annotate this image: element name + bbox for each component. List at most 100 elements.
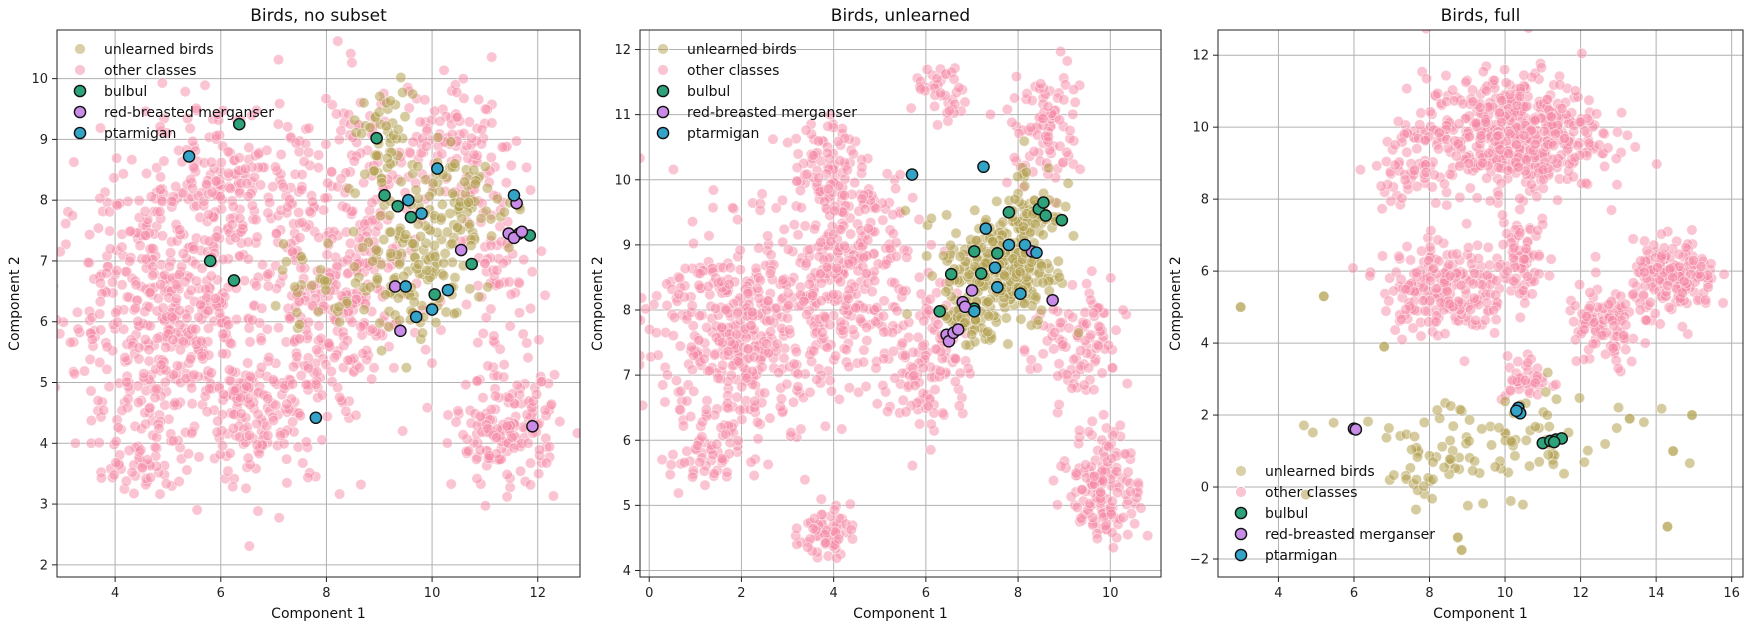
point-bulbul [991, 247, 1004, 260]
point-other-classes [1057, 339, 1069, 351]
point-unlearned-birds [1072, 327, 1085, 339]
point-other-classes [1497, 238, 1509, 251]
point-other-classes [320, 93, 332, 105]
point-other-classes [1496, 94, 1508, 107]
point-unlearned-birds [364, 281, 376, 293]
point-other-classes [334, 391, 346, 403]
point-other-classes [460, 298, 473, 311]
point-other-classes [84, 353, 96, 366]
point-other-classes [438, 64, 450, 76]
x-tick-label: 8 [322, 586, 330, 601]
point-other-classes [732, 435, 744, 447]
point-other-classes [205, 367, 217, 379]
point-other-classes [311, 344, 323, 356]
point-unlearned-birds [1035, 304, 1048, 316]
point-other-classes [251, 439, 263, 451]
point-bulbul [404, 210, 418, 224]
point-other-classes [341, 254, 354, 266]
point-other-classes [1053, 398, 1065, 411]
point-other-classes [1583, 137, 1595, 149]
point-other-classes [1042, 100, 1054, 113]
point-unlearned-birds [1002, 338, 1014, 350]
point-other-classes [1410, 267, 1422, 279]
point-other-classes [186, 182, 199, 194]
point-other-classes [1508, 242, 1520, 254]
point-other-classes [471, 375, 483, 387]
point-unlearned-birds [944, 239, 957, 251]
point-other-classes [134, 239, 146, 252]
point-other-classes [1400, 303, 1412, 315]
point-other-classes [1533, 250, 1545, 262]
point-other-classes [388, 362, 400, 374]
point-other-classes [222, 146, 234, 158]
point-other-classes [1058, 94, 1070, 106]
point-other-classes [95, 324, 107, 336]
point-other-classes [154, 183, 166, 196]
point-unlearned-birds [421, 264, 433, 276]
point-other-classes [1584, 286, 1596, 299]
point-other-classes [1510, 139, 1523, 151]
point-other-classes [426, 357, 438, 369]
point-unlearned-birds [1067, 230, 1080, 242]
point-other-classes [421, 402, 433, 414]
point-other-classes [275, 148, 287, 161]
point-other-classes [677, 420, 690, 432]
point-other-classes [1106, 429, 1119, 441]
point-other-classes [186, 398, 198, 410]
point-other-classes [1075, 512, 1087, 524]
point-unlearned-birds [940, 286, 952, 298]
point-other-classes [1531, 191, 1543, 203]
point-unlearned-birds [429, 250, 441, 263]
y-tick-label: 8 [40, 194, 48, 209]
point-other-classes [1037, 348, 1049, 360]
point-other-classes [366, 197, 378, 209]
point-other-classes [294, 333, 306, 345]
x-axis-label: Component 1 [271, 606, 366, 622]
point-other-classes [479, 500, 492, 512]
point-other-classes [242, 236, 254, 248]
point-other-classes [346, 57, 358, 69]
point-other-classes [1450, 150, 1462, 162]
point-other-classes [332, 381, 344, 394]
point-other-classes [803, 278, 816, 290]
point-other-classes [226, 219, 238, 231]
point-other-classes [188, 243, 200, 255]
point-other-classes [716, 337, 728, 349]
point-other-classes [1491, 275, 1503, 287]
point-unlearned-birds [482, 281, 494, 293]
point-red-breasted-merganser [951, 323, 965, 336]
point-other-classes [1067, 108, 1079, 120]
point-other-classes [319, 192, 331, 204]
point-other-classes [1554, 79, 1566, 91]
point-unlearned-birds [380, 120, 392, 132]
point-other-classes [1619, 298, 1632, 310]
legend-label-red-breasted-merganser: red-breasted merganser [104, 105, 274, 121]
point-other-classes [914, 418, 926, 430]
point-other-classes [1401, 146, 1413, 158]
point-other-classes [94, 277, 107, 289]
point-other-classes [1376, 250, 1389, 262]
y-tick-label: 10 [31, 72, 48, 87]
point-other-classes [366, 373, 378, 385]
point-other-classes [26, 300, 36, 310]
point-other-classes [890, 182, 902, 195]
point-other-classes [94, 122, 107, 134]
point-other-classes [877, 214, 889, 226]
point-other-classes [217, 328, 229, 340]
point-other-classes [1061, 55, 1073, 67]
point-other-classes [1053, 114, 1066, 126]
point-other-classes [1135, 502, 1147, 514]
point-other-classes [116, 279, 128, 291]
point-other-classes [845, 524, 857, 536]
point-other-classes [807, 149, 819, 162]
point-other-classes [201, 178, 213, 190]
point-other-classes [732, 306, 744, 318]
point-other-classes [1488, 327, 1501, 339]
point-unlearned-birds [395, 175, 407, 188]
point-bulbul [1055, 213, 1069, 227]
point-other-classes [887, 209, 899, 221]
point-other-classes [731, 328, 743, 340]
point-other-classes [25, 392, 35, 402]
point-other-classes [840, 344, 853, 356]
